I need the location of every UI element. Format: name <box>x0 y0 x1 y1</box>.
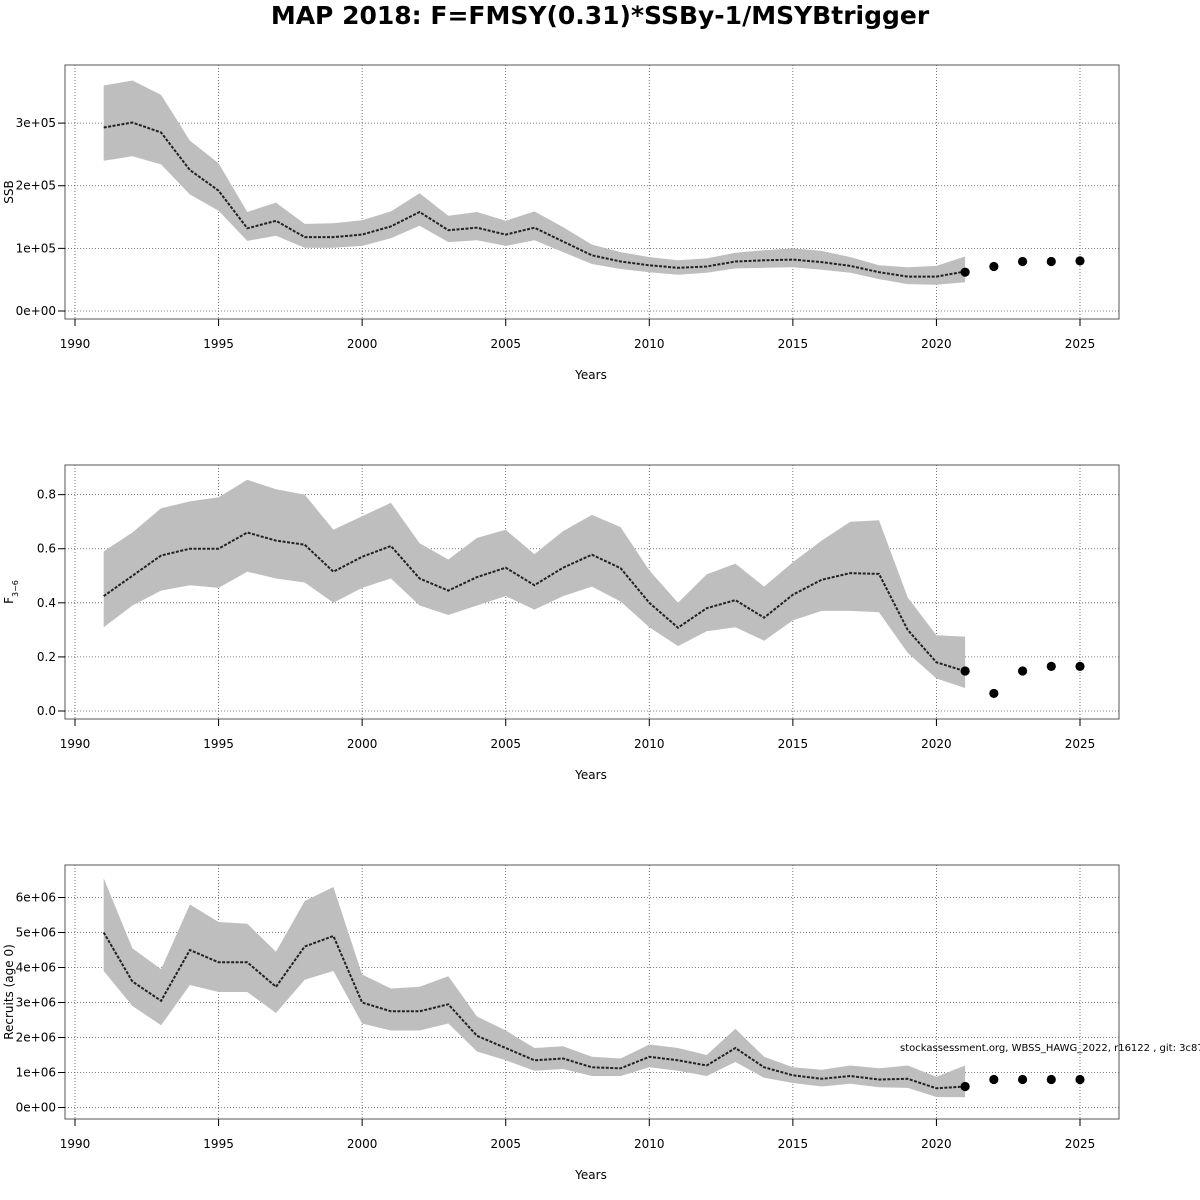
y-tick-label: 0.6 <box>37 542 56 556</box>
x-axis-title: Years <box>574 1168 607 1182</box>
estimate-line <box>103 531 966 673</box>
x-tick-label: 1990 <box>60 737 91 751</box>
ssb-panel: 1990 1995 2000 2005 2010 2015 2020 2025 0e+00 1e+… <box>2 64 1120 382</box>
forecast-point <box>1017 666 1028 676</box>
forecast-point <box>960 267 970 277</box>
forecast-point <box>1017 1074 1028 1085</box>
y-tick-label: 2e+05 <box>16 179 56 193</box>
x-tick-label: 2005 <box>490 737 521 751</box>
y-tick-label: 6e+06 <box>16 891 56 905</box>
y-tick-label: 1e+05 <box>16 241 56 255</box>
x-tick-label: 2020 <box>921 737 952 751</box>
confidence-band <box>103 878 966 1098</box>
x-tick-label: 2020 <box>921 337 952 351</box>
forecast-point <box>960 1081 970 1092</box>
plot-frame <box>64 64 1120 320</box>
x-tick-label: 1990 <box>60 337 91 351</box>
forecast-point <box>1075 661 1085 671</box>
y-tick-label: 5e+06 <box>16 926 56 940</box>
forecast-point <box>1046 661 1056 671</box>
y-tick-label: 0.2 <box>37 650 56 664</box>
forecast-point <box>989 261 999 272</box>
forecast-point <box>989 1074 999 1085</box>
y-tick-label: 4e+06 <box>16 961 56 975</box>
x-tick-label: 2025 <box>1065 737 1096 751</box>
y-tick-label: 0.0 <box>37 704 56 718</box>
y-tick-label: 1e+06 <box>16 1066 56 1080</box>
y-axis-title: Recruits (age 0) <box>2 944 16 1040</box>
estimate-line <box>102 931 966 1090</box>
x-tick-label: 2015 <box>778 337 809 351</box>
x-tick-label: 2010 <box>634 737 665 751</box>
forecast-point <box>1075 256 1085 266</box>
x-tick-label: 2020 <box>921 1137 952 1151</box>
forecast-point <box>1017 256 1028 267</box>
y-tick-label: 0e+00 <box>16 304 56 318</box>
x-tick-label: 2025 <box>1065 337 1096 351</box>
y-tick-label: 3e+06 <box>16 996 56 1010</box>
forecast-point <box>989 688 999 699</box>
forecast-point <box>1046 256 1056 267</box>
plot-frame <box>64 864 1120 1120</box>
x-tick-label: 2000 <box>347 337 378 351</box>
x-tick-label: 1990 <box>60 1137 91 1151</box>
estimate-line <box>103 121 966 278</box>
x-tick-label: 2010 <box>634 1137 665 1151</box>
confidence-band <box>103 80 966 285</box>
plot-frame <box>64 464 1120 720</box>
x-tick-label: 1995 <box>203 1137 234 1151</box>
y-axis-title: SSB <box>2 180 16 203</box>
x-tick-label: 2005 <box>490 1137 521 1151</box>
y-tick-label: 0.4 <box>37 596 56 610</box>
x-tick-label: 2000 <box>347 1137 378 1151</box>
y-axis-title: F3−6 <box>2 580 20 604</box>
x-axis-title: Years <box>574 368 607 382</box>
confidence-band <box>103 479 966 688</box>
x-tick-label: 2010 <box>634 337 665 351</box>
chart-title: MAP 2018: F=FMSY(0.31)*SSBy-1/MSYBtrigge… <box>270 1 930 30</box>
x-tick-label: 2015 <box>778 737 809 751</box>
y-tick-label: 3e+05 <box>16 116 56 130</box>
y-tick-label: 0e+00 <box>16 1101 56 1115</box>
forecast-point <box>960 666 970 676</box>
x-tick-label: 2005 <box>490 337 521 351</box>
x-axis-title: Years <box>574 768 607 782</box>
forecast-point <box>1046 1074 1056 1085</box>
source-footnote: stockassessment.org, WBSS_HAWG_2022, r16… <box>900 1043 1200 1054</box>
x-tick-label: 1995 <box>203 337 234 351</box>
y-tick-label: 0.8 <box>37 488 56 502</box>
y-tick-label: 2e+06 <box>16 1031 56 1045</box>
x-tick-label: 1995 <box>203 737 234 751</box>
forecast-point <box>1075 1074 1085 1085</box>
recruitment-panel: 1990 1995 2000 2005 2010 2015 2020 2025 0e+00 1e+… <box>2 864 1120 1182</box>
x-tick-label: 2000 <box>347 737 378 751</box>
x-tick-label: 2015 <box>778 1137 809 1151</box>
fishing-mortality-panel: 1990 1995 2000 2005 2010 2015 2020 2025 0.0 0.2 0.… <box>2 464 1120 782</box>
y-axis-title-subscript: 3−6 <box>11 580 20 597</box>
x-tick-label: 2025 <box>1065 1137 1096 1151</box>
